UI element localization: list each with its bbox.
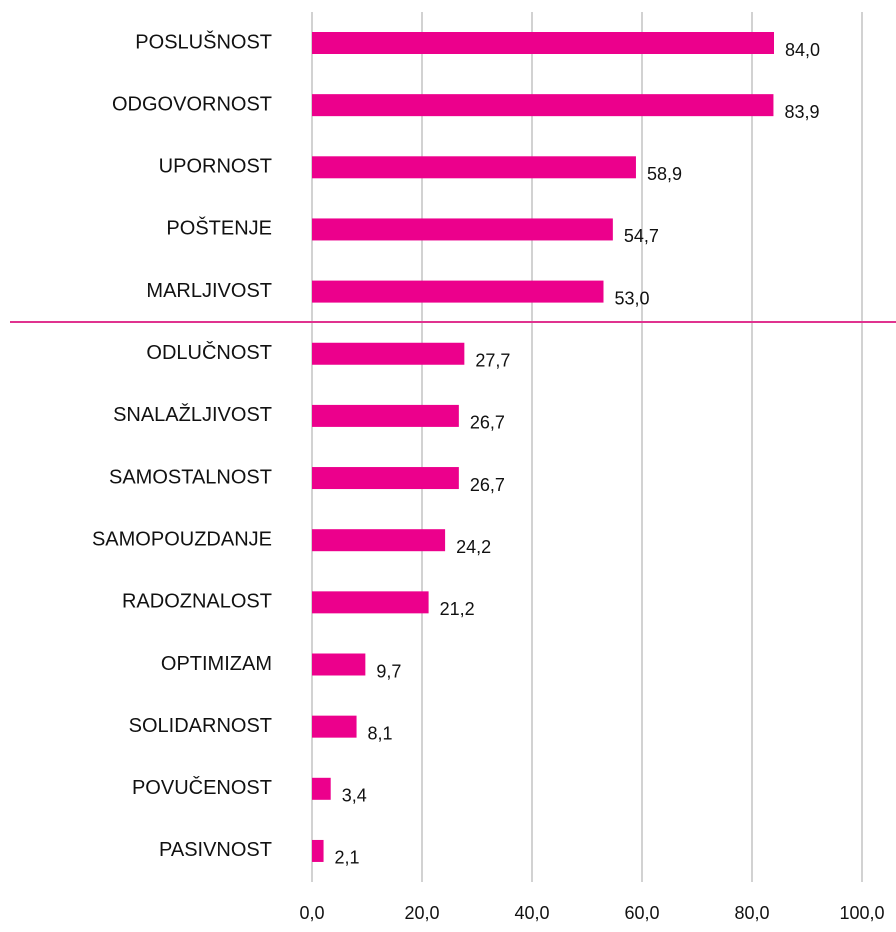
bar [312,467,459,490]
value-label: 2,1 [335,848,360,868]
y-tick-label: OPTIMIZAM [161,653,272,675]
bar [312,218,613,241]
value-label: 9,7 [376,661,401,681]
y-tick-label: UPORNOST [159,156,272,178]
y-tick-label: SAMOPOUZDANJE [92,528,272,550]
value-label: 53,0 [615,288,650,308]
y-tick-label: PASIVNOST [159,839,272,861]
y-tick-label: ODGOVORNOST [112,93,272,115]
bar [312,715,357,738]
y-tick-label: POŠTENJE [166,217,272,240]
value-label: 21,2 [440,599,475,619]
x-tick-label: 20,0 [404,903,439,923]
bar [312,342,465,365]
value-label: 8,1 [368,723,393,743]
x-tick-label: 100,0 [839,903,884,923]
bar [312,404,459,427]
value-label: 83,9 [784,102,819,122]
x-tick-label: 80,0 [734,903,769,923]
bar [312,156,636,179]
value-label: 54,7 [624,226,659,246]
y-tick-label: SAMOSTALNOST [109,466,272,488]
bar [312,529,446,552]
bar [312,839,324,862]
bar [312,94,774,117]
y-tick-label: SNALAŽLJIVOST [113,403,272,426]
value-label: 27,7 [475,351,510,371]
y-tick-label: MARLJIVOST [146,280,272,302]
y-tick-label: SOLIDARNOST [129,715,272,737]
value-label: 26,7 [470,413,505,433]
bar [312,280,604,303]
bar [312,777,331,800]
y-tick-label: POSLUŠNOST [135,30,272,53]
y-tick-label: POVUČENOST [132,776,272,799]
x-tick-label: 60,0 [624,903,659,923]
value-label: 84,0 [785,40,820,60]
bar [312,32,774,54]
x-tick-label: 40,0 [514,903,549,923]
y-tick-label: RADOZNALOST [122,591,272,613]
bar [312,591,429,614]
y-tick-label: ODLUČNOST [146,341,272,364]
value-label: 24,2 [456,537,491,557]
value-label: 26,7 [470,475,505,495]
value-label: 58,9 [647,164,682,184]
bar [312,653,366,676]
value-label: 3,4 [342,786,367,806]
x-tick-label: 0,0 [299,903,324,923]
